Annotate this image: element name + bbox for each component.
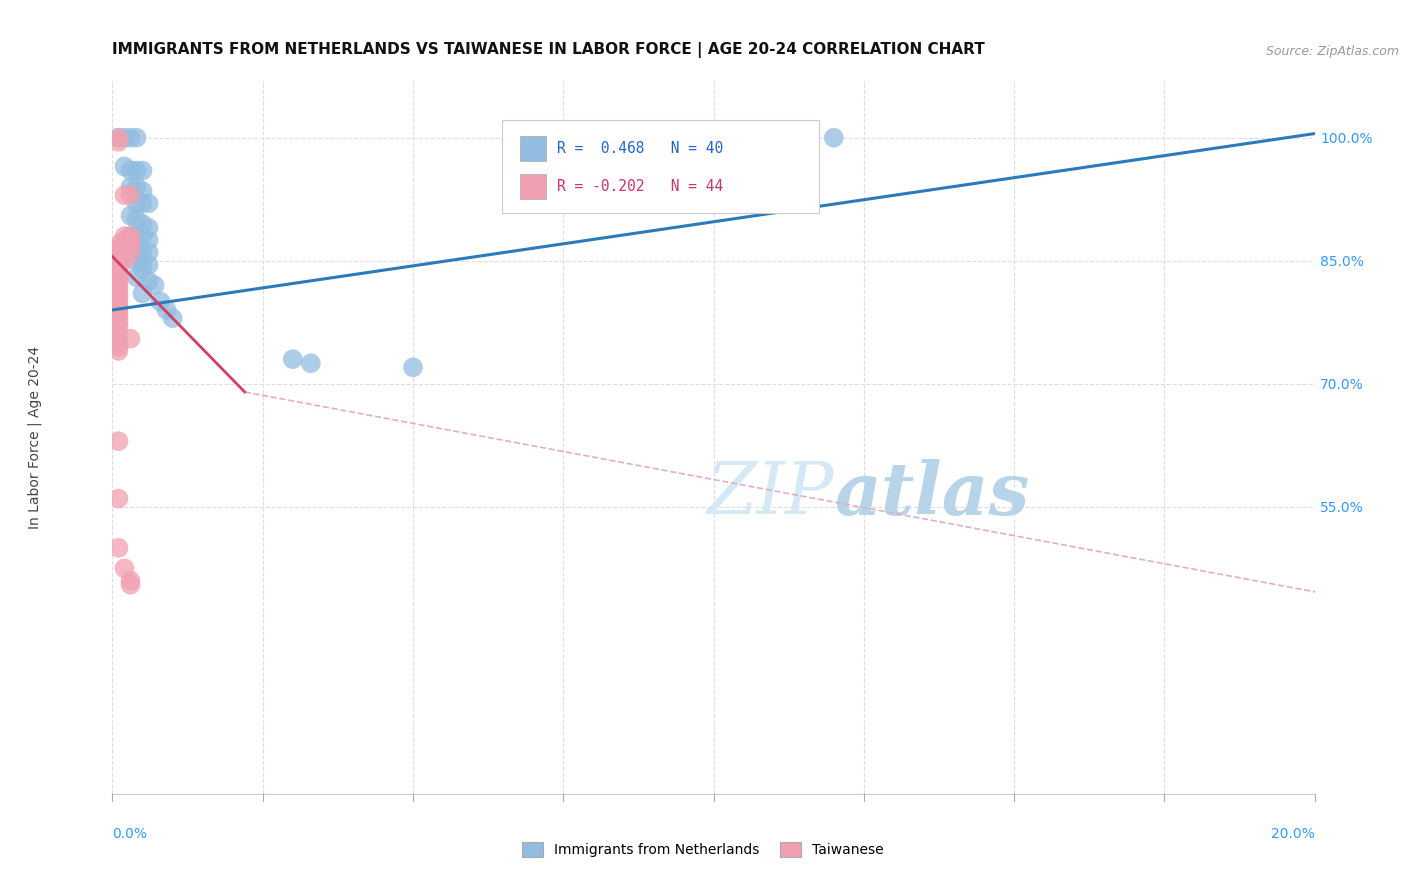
Point bbox=[107, 307, 129, 321]
Point bbox=[107, 319, 129, 334]
Point bbox=[120, 209, 142, 223]
Point bbox=[162, 311, 184, 326]
Point bbox=[107, 266, 129, 280]
Point bbox=[107, 294, 129, 309]
Text: In Labor Force | Age 20-24: In Labor Force | Age 20-24 bbox=[28, 345, 42, 529]
Point bbox=[107, 541, 129, 555]
Point bbox=[120, 130, 142, 145]
Point bbox=[120, 229, 142, 244]
Text: ZIP: ZIP bbox=[706, 458, 834, 530]
Point bbox=[107, 130, 129, 145]
Point bbox=[138, 245, 160, 260]
Point bbox=[138, 196, 160, 211]
Point bbox=[138, 233, 160, 247]
Point bbox=[131, 229, 153, 244]
Point bbox=[107, 261, 129, 276]
Point bbox=[131, 261, 153, 276]
Point bbox=[107, 245, 129, 260]
Point bbox=[107, 286, 129, 301]
Point bbox=[125, 163, 148, 178]
Point bbox=[125, 242, 148, 256]
Point bbox=[138, 274, 160, 288]
Text: IMMIGRANTS FROM NETHERLANDS VS TAIWANESE IN LABOR FORCE | AGE 20-24 CORRELATION : IMMIGRANTS FROM NETHERLANDS VS TAIWANESE… bbox=[112, 42, 986, 58]
Point bbox=[131, 196, 153, 211]
Point bbox=[107, 299, 129, 313]
Point bbox=[107, 291, 129, 305]
Point bbox=[120, 163, 142, 178]
Point bbox=[120, 245, 142, 260]
Point bbox=[114, 160, 136, 174]
Point bbox=[125, 212, 148, 227]
Text: Source: ZipAtlas.com: Source: ZipAtlas.com bbox=[1265, 45, 1399, 58]
Point bbox=[125, 229, 148, 244]
Point bbox=[107, 327, 129, 342]
Point bbox=[107, 242, 129, 256]
Text: R = -0.202   N = 44: R = -0.202 N = 44 bbox=[557, 178, 723, 194]
Point bbox=[107, 434, 129, 449]
Point bbox=[107, 335, 129, 350]
Point bbox=[125, 270, 148, 285]
Point bbox=[107, 311, 129, 326]
Point bbox=[281, 352, 304, 367]
Point bbox=[138, 258, 160, 272]
Text: 0.0%: 0.0% bbox=[112, 827, 148, 841]
Point bbox=[125, 130, 148, 145]
Point bbox=[131, 184, 153, 198]
Point bbox=[120, 188, 142, 202]
Point bbox=[131, 253, 153, 268]
Point bbox=[114, 242, 136, 256]
Point bbox=[114, 561, 136, 575]
Point bbox=[114, 233, 136, 247]
Text: R =  0.468   N = 40: R = 0.468 N = 40 bbox=[557, 141, 723, 156]
Point bbox=[138, 221, 160, 235]
Point bbox=[143, 278, 166, 293]
Point bbox=[149, 294, 172, 309]
Point bbox=[125, 196, 148, 211]
Point bbox=[107, 258, 129, 272]
Point bbox=[107, 253, 129, 268]
Point bbox=[155, 302, 177, 317]
Point bbox=[402, 360, 425, 375]
Point bbox=[107, 274, 129, 288]
Point bbox=[107, 278, 129, 293]
Point bbox=[107, 135, 129, 149]
Point bbox=[125, 253, 148, 268]
Point bbox=[107, 315, 129, 329]
Point bbox=[107, 237, 129, 252]
Point bbox=[107, 270, 129, 285]
Point bbox=[131, 163, 153, 178]
Point bbox=[131, 286, 153, 301]
Point bbox=[131, 245, 153, 260]
Point bbox=[120, 578, 142, 592]
Point bbox=[120, 332, 142, 346]
Point bbox=[120, 229, 142, 244]
Point bbox=[125, 180, 148, 194]
Point bbox=[107, 340, 129, 354]
Point bbox=[299, 356, 322, 370]
Point bbox=[114, 253, 136, 268]
Point bbox=[120, 237, 142, 252]
Point bbox=[120, 237, 142, 252]
Point bbox=[114, 188, 136, 202]
Legend: Immigrants from Netherlands, Taiwanese: Immigrants from Netherlands, Taiwanese bbox=[516, 837, 890, 863]
Text: atlas: atlas bbox=[834, 458, 1029, 530]
Point bbox=[107, 491, 129, 506]
Point bbox=[823, 130, 845, 145]
Point bbox=[107, 130, 129, 145]
Text: 20.0%: 20.0% bbox=[1271, 827, 1315, 841]
Point bbox=[114, 130, 136, 145]
Point bbox=[107, 250, 129, 264]
Point bbox=[120, 574, 142, 588]
Point bbox=[107, 343, 129, 358]
Point bbox=[131, 217, 153, 231]
Point bbox=[107, 302, 129, 317]
Point bbox=[114, 229, 136, 244]
Point bbox=[120, 180, 142, 194]
Point bbox=[107, 282, 129, 296]
